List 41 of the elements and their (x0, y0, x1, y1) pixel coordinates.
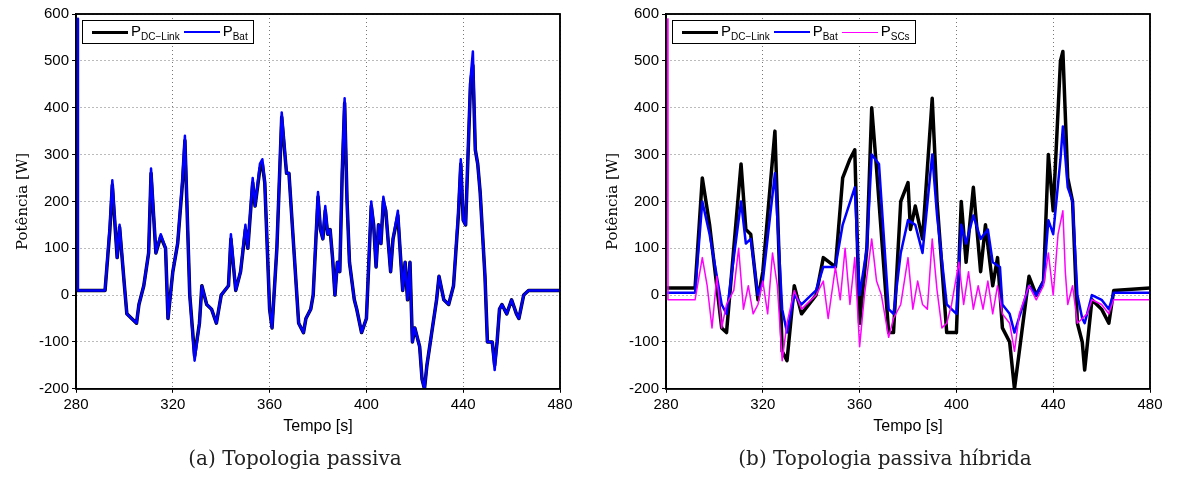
x-tick-label: 320 (160, 394, 186, 412)
x-tick-label: 440 (450, 394, 476, 412)
y-tick-label: 100 (43, 238, 70, 256)
x-tick-label: 400 (353, 394, 379, 412)
x-tick-label: 360 (257, 394, 283, 412)
x-tick-label: 480 (547, 394, 573, 412)
legend-label: P$_{Bat}$ (222, 22, 248, 42)
y-tick-label: 400 (633, 97, 660, 115)
y-tick-label: 600 (43, 4, 70, 22)
legend-label: P$_{Bat}$ (812, 22, 838, 42)
y-tick-label: 300 (633, 144, 660, 162)
x-axis-title: Tempo [s] (283, 416, 353, 434)
x-tick-label: 440 (1040, 394, 1066, 412)
x-tick-label: 280 (653, 394, 679, 412)
y-tick-label: 600 (633, 4, 660, 22)
y-tick-label: 0 (650, 285, 660, 303)
y-tick-label: 100 (633, 238, 660, 256)
legend-label: P$_{DC−Link}$ (131, 22, 180, 42)
y-tick-label: 0 (60, 285, 70, 303)
text: (b) Topologia passiva híbrida (737, 446, 1033, 470)
x-tick-label: 320 (750, 394, 776, 412)
y-tick-label: 200 (43, 191, 70, 209)
y-tick-label: -200 (628, 378, 660, 396)
x-tick-label: 360 (847, 394, 873, 412)
y-tick-label: -100 (628, 332, 660, 350)
x-axis-title: Tempo [s] (873, 416, 943, 434)
y-tick-label: -100 (38, 332, 70, 350)
x-tick-label: 480 (1137, 394, 1163, 412)
text: (a) Topologia passiva (187, 446, 403, 470)
legend-label: P$_{SCs}$ (880, 22, 910, 42)
y-tick-label: 200 (633, 191, 660, 209)
y-axis-title: Potência [W] (602, 152, 621, 250)
y-tick-label: 300 (43, 144, 70, 162)
y-axis-title: Potência [W] (12, 152, 31, 250)
x-tick-label: 280 (63, 394, 89, 412)
y-tick-label: 500 (43, 50, 70, 68)
x-tick-label: 400 (943, 394, 969, 412)
y-tick-label: -200 (38, 378, 70, 396)
y-tick-label: 400 (43, 97, 70, 115)
y-tick-label: 500 (633, 50, 660, 68)
legend-label: P$_{DC−Link}$ (721, 22, 770, 42)
